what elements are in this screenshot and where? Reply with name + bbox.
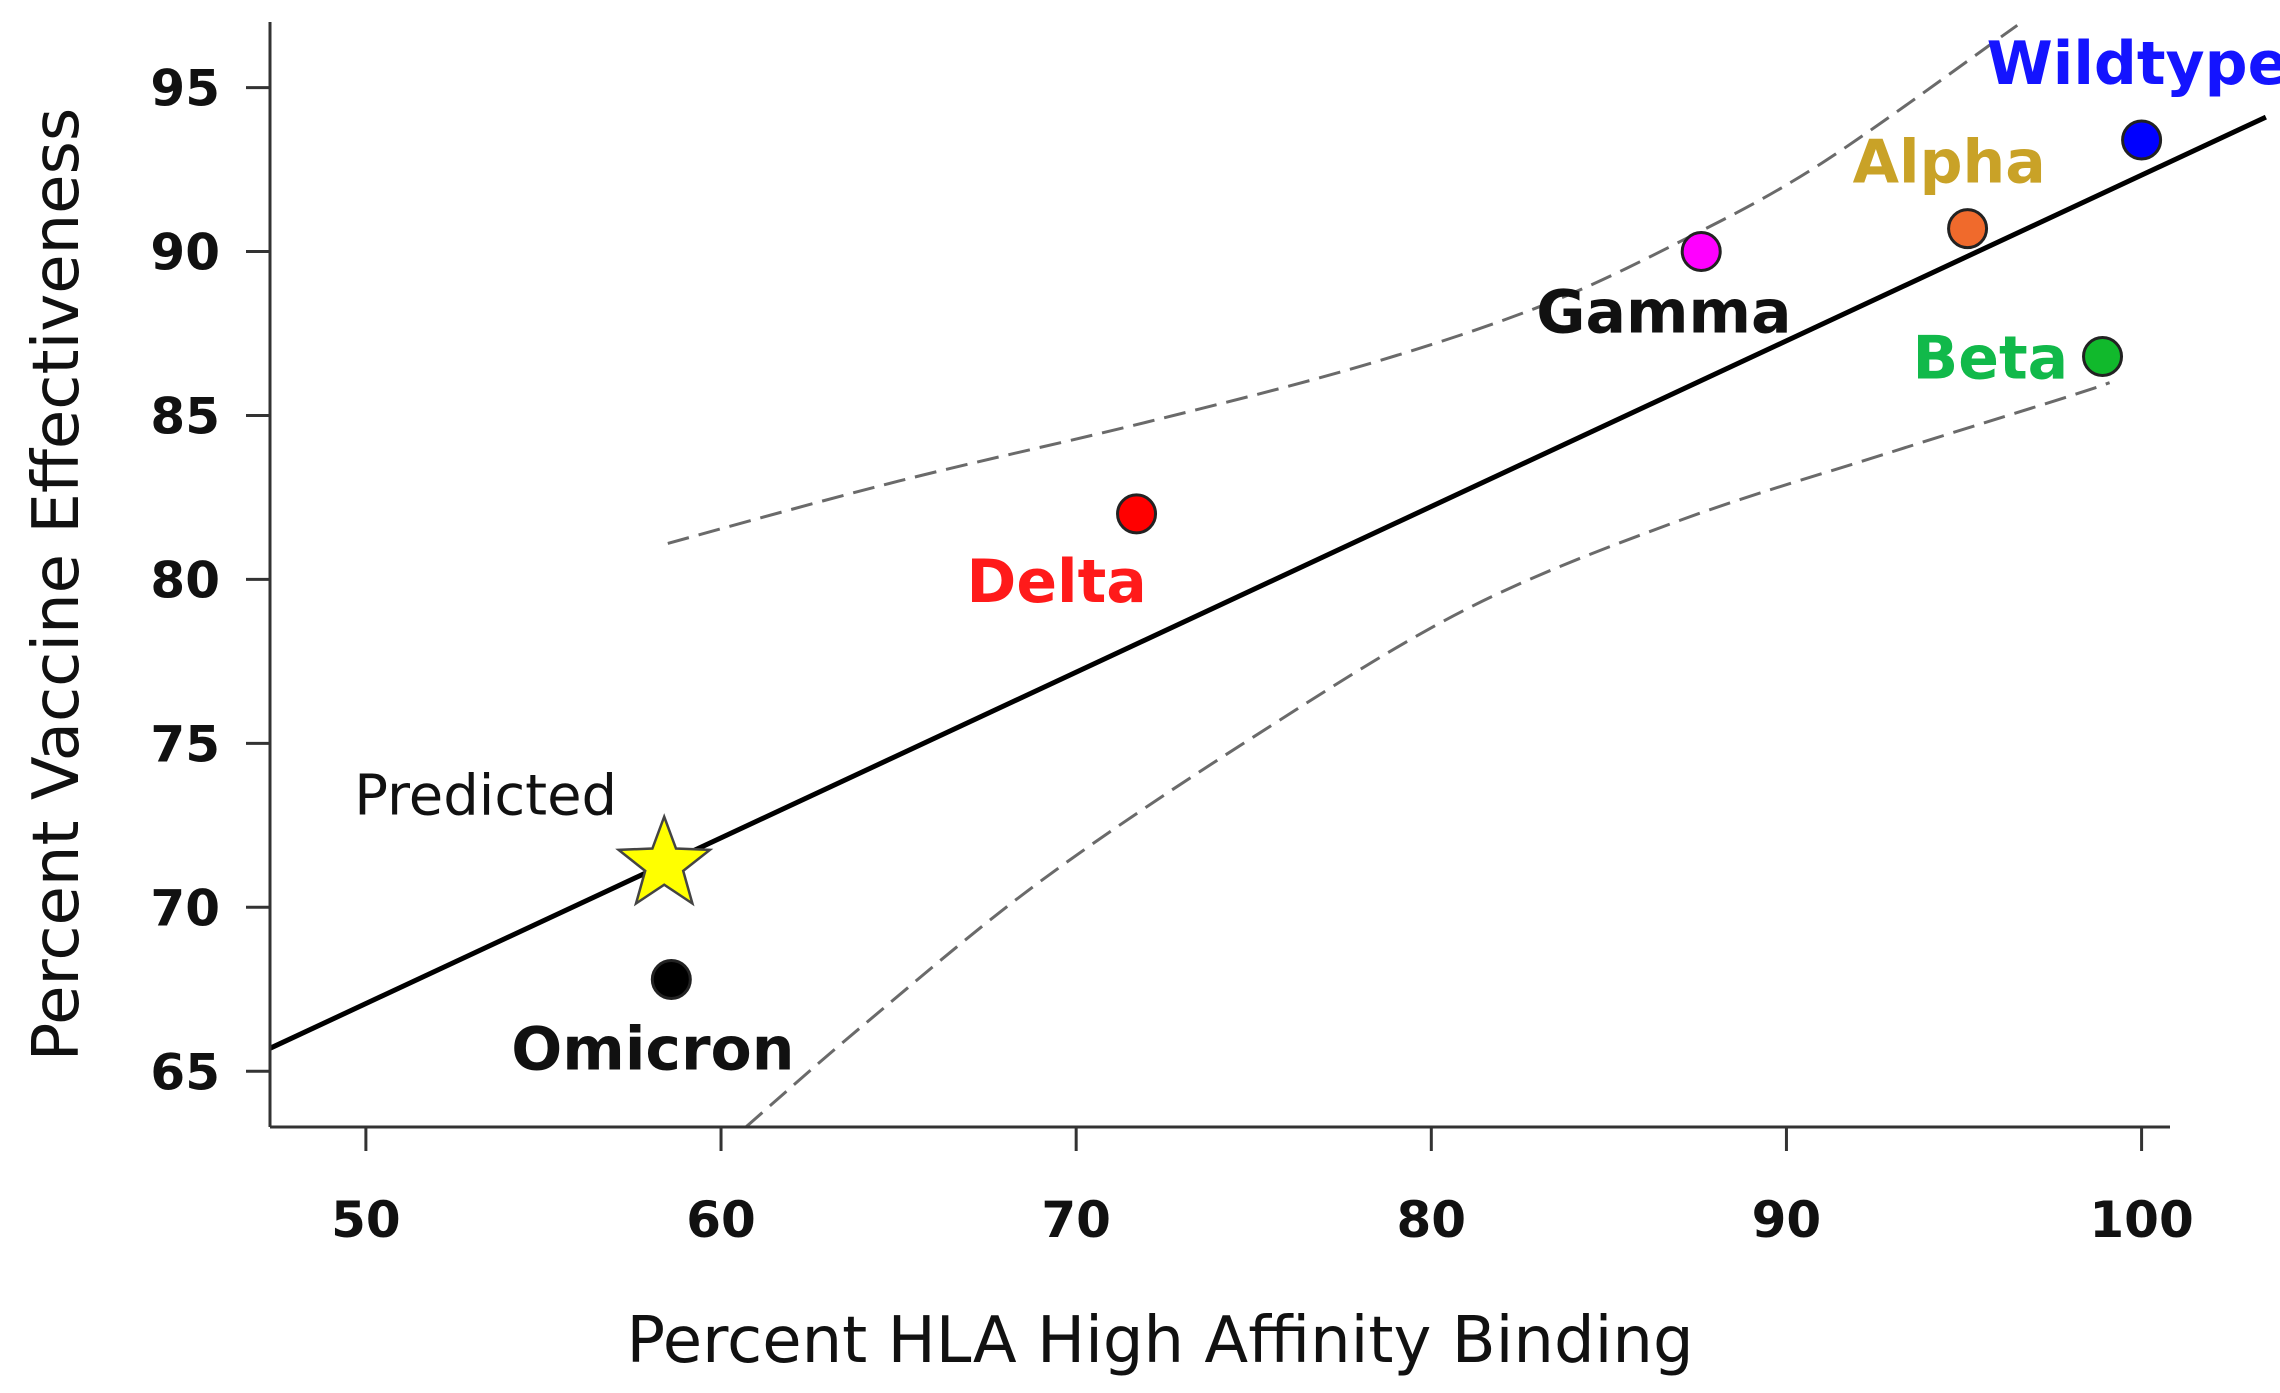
label-wildtype: Wildtype	[1987, 29, 2280, 99]
label-alpha: Alpha	[1853, 128, 2046, 198]
y-tick-label: 75	[150, 715, 220, 773]
point-alpha	[1947, 208, 1989, 250]
confidence-band-lower	[744, 381, 2111, 1129]
point-gamma	[1680, 231, 1722, 273]
label-beta: Beta	[1913, 323, 2069, 393]
y-axis-title: Percent Vaccine Effectiveness	[20, 108, 94, 1061]
x-tick-label: 80	[1397, 1191, 1467, 1249]
point-beta	[2082, 335, 2124, 377]
x-axis-title: Percent HLA High Affinity Binding	[626, 1304, 1693, 1378]
label-predicted: Predicted	[354, 764, 617, 829]
point-labels: Wildtype Alpha Gamma Beta Delta Omicron Predic…	[354, 29, 2280, 1084]
regression-line-group	[268, 114, 2267, 1051]
x-tick-label: 100	[2089, 1191, 2193, 1249]
x-tick-label: 70	[1041, 1191, 1111, 1249]
confidence-band-upper	[667, 24, 2019, 545]
label-omicron: Omicron	[511, 1014, 794, 1084]
x-tick-label: 50	[331, 1191, 401, 1249]
confidence-band	[667, 24, 2111, 1129]
axes	[268, 22, 2170, 1129]
label-delta: Delta	[967, 547, 1147, 617]
y-tick-label: 85	[150, 387, 220, 445]
point-delta	[1116, 493, 1158, 535]
label-gamma: Gamma	[1536, 278, 1791, 348]
predicted-star	[615, 813, 714, 907]
point-omicron	[650, 958, 692, 1000]
y-tick-label: 70	[150, 879, 220, 937]
y-tick-label: 65	[150, 1043, 220, 1101]
x-tick-label: 90	[1752, 1191, 1822, 1249]
point-wildtype	[2121, 119, 2163, 161]
ticks: 50 60 70 80 90 100 65 70 75 80 85 90 95	[150, 60, 2193, 1249]
x-tick-label: 60	[686, 1191, 756, 1249]
data-points	[615, 119, 2163, 1000]
regression-line	[268, 114, 2267, 1051]
y-tick-label: 90	[150, 224, 220, 282]
y-tick-label: 80	[150, 551, 220, 609]
y-tick-label: 95	[150, 60, 220, 118]
